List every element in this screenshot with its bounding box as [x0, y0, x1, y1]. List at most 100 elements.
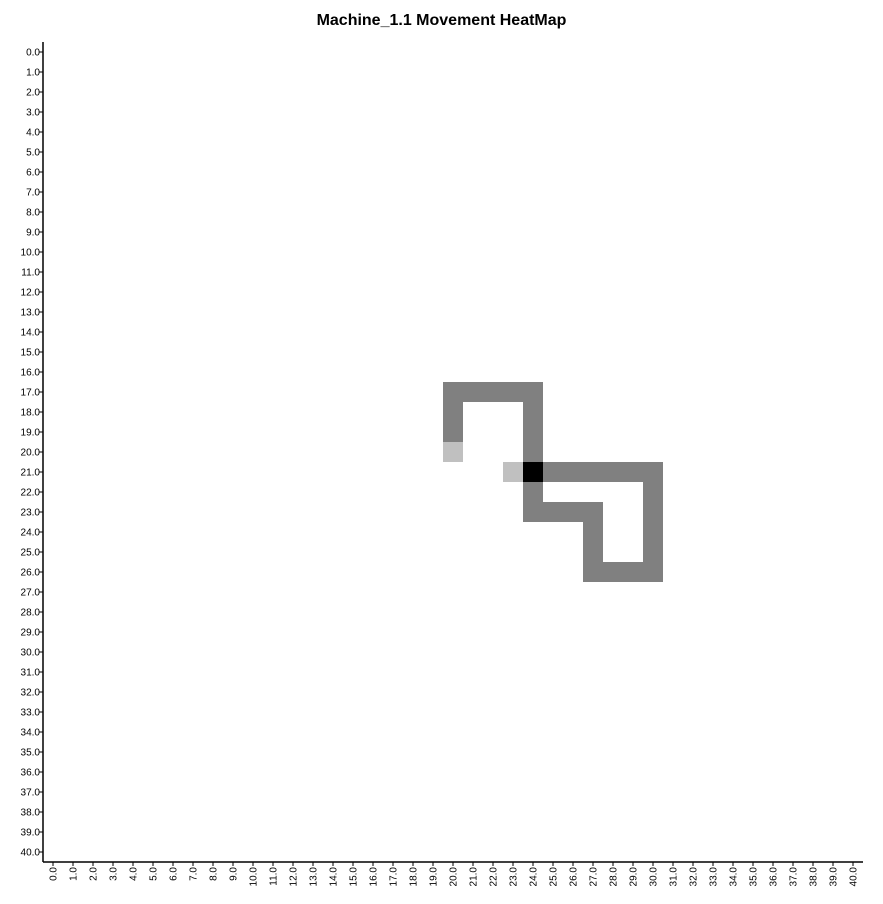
y-tick-label: 31.0: [21, 668, 41, 679]
x-tick-label: 14.0: [329, 867, 340, 887]
heatmap-cell: [603, 562, 623, 582]
heatmap-cell: [523, 462, 543, 482]
x-tick-label: 2.0: [89, 867, 100, 881]
heatmap-cell: [583, 562, 603, 582]
y-tick-label: 26.0: [21, 568, 41, 579]
x-tick-label: 7.0: [189, 867, 200, 881]
x-tick-label: 20.0: [449, 867, 460, 887]
y-tick-label: 24.0: [21, 528, 41, 539]
x-tick-label: 29.0: [629, 867, 640, 887]
x-tick-label: 17.0: [389, 867, 400, 887]
y-tick-label: 37.0: [21, 788, 41, 799]
heatmap-cell: [643, 482, 663, 502]
y-tick-label: 21.0: [21, 468, 41, 479]
x-tick-label: 5.0: [149, 867, 160, 881]
heatmap-cell: [443, 422, 463, 442]
heatmap-cell: [443, 442, 463, 462]
heatmap-cell: [443, 382, 463, 402]
y-tick-label: 33.0: [21, 708, 41, 719]
y-tick-label: 13.0: [21, 308, 41, 319]
x-tick-label: 35.0: [749, 867, 760, 887]
heatmap-cell: [643, 462, 663, 482]
x-tick-label: 39.0: [829, 867, 840, 887]
x-tick-label: 27.0: [589, 867, 600, 887]
y-tick-label: 35.0: [21, 748, 41, 759]
x-tick-label: 36.0: [769, 867, 780, 887]
y-tick-label: 28.0: [21, 608, 41, 619]
x-tick-label: 22.0: [489, 867, 500, 887]
y-tick-label: 7.0: [26, 188, 40, 199]
y-tick-label: 22.0: [21, 488, 41, 499]
y-tick-label: 18.0: [21, 408, 41, 419]
heatmap-cell: [523, 382, 543, 402]
heatmap-cell: [563, 502, 583, 522]
heatmap-cell: [523, 502, 543, 522]
chart-title: Machine_1.1 Movement HeatMap: [316, 12, 567, 29]
x-tick-label: 13.0: [309, 867, 320, 887]
heatmap-cell: [583, 522, 603, 542]
heatmap-cell: [623, 462, 643, 482]
x-tick-label: 6.0: [169, 867, 180, 881]
x-tick-label: 16.0: [369, 867, 380, 887]
x-tick-label: 26.0: [569, 867, 580, 887]
y-tick-label: 32.0: [21, 688, 41, 699]
x-tick-label: 38.0: [809, 867, 820, 887]
y-tick-label: 36.0: [21, 768, 41, 779]
x-tick-label: 10.0: [249, 867, 260, 887]
y-tick-label: 4.0: [26, 128, 40, 139]
x-tick-label: 1.0: [69, 867, 80, 881]
y-tick-label: 12.0: [21, 288, 41, 299]
y-tick-label: 8.0: [26, 208, 40, 219]
heatmap-cell: [523, 402, 543, 422]
y-tick-label: 1.0: [26, 68, 40, 79]
x-tick-label: 3.0: [109, 867, 120, 881]
y-tick-label: 19.0: [21, 428, 41, 439]
heatmap-cells: [443, 382, 663, 582]
heatmap-cell: [463, 382, 483, 402]
y-tick-label: 14.0: [21, 328, 41, 339]
y-tick-label: 16.0: [21, 368, 41, 379]
x-tick-label: 28.0: [609, 867, 620, 887]
heatmap-cell: [523, 442, 543, 462]
heatmap-cell: [643, 562, 663, 582]
x-tick-label: 21.0: [469, 867, 480, 887]
y-tick-label: 11.0: [21, 268, 40, 279]
y-axis-ticks: 0.0 1.0 2.0 3.0 4.0 5.0 6.0 7.0 8.0 9.0 10.0 11.0 12…: [21, 48, 43, 859]
x-tick-label: 19.0: [429, 867, 440, 887]
x-tick-label: 4.0: [129, 867, 140, 881]
heatmap-cell: [563, 462, 583, 482]
heatmap-cell: [543, 462, 563, 482]
heatmap-cell: [483, 382, 503, 402]
y-tick-label: 38.0: [21, 808, 41, 819]
heatmap-cell: [523, 422, 543, 442]
heatmap-cell: [543, 502, 563, 522]
heatmap-cell: [503, 462, 523, 482]
y-tick-label: 10.0: [21, 248, 41, 259]
x-axis-ticks: 0.0 1.0 2.0 3.0 4.0 5.0 6.0 7.0 8.0 9.0 10.0 11.0 12…: [49, 862, 860, 886]
y-tick-label: 29.0: [21, 628, 41, 639]
heatmap-cell: [583, 502, 603, 522]
x-tick-label: 9.0: [229, 867, 240, 881]
y-tick-label: 6.0: [26, 168, 40, 179]
y-tick-label: 23.0: [21, 508, 41, 519]
y-tick-label: 17.0: [21, 388, 41, 399]
heatmap-cell: [643, 542, 663, 562]
x-tick-label: 32.0: [689, 867, 700, 887]
x-tick-label: 23.0: [509, 867, 520, 887]
heatmap-cell: [523, 482, 543, 502]
x-tick-label: 40.0: [849, 867, 860, 887]
heatmap-cell: [443, 402, 463, 422]
y-tick-label: 40.0: [21, 848, 41, 859]
y-tick-label: 27.0: [21, 588, 41, 599]
y-tick-label: 0.0: [26, 48, 40, 59]
x-tick-label: 24.0: [529, 867, 540, 887]
y-tick-label: 3.0: [26, 108, 40, 119]
heatmap-cell: [583, 542, 603, 562]
x-tick-label: 33.0: [709, 867, 720, 887]
y-tick-label: 20.0: [21, 448, 41, 459]
y-tick-label: 15.0: [21, 348, 41, 359]
x-tick-label: 34.0: [729, 867, 740, 887]
heatmap-cell: [623, 562, 643, 582]
y-tick-label: 9.0: [26, 228, 40, 239]
